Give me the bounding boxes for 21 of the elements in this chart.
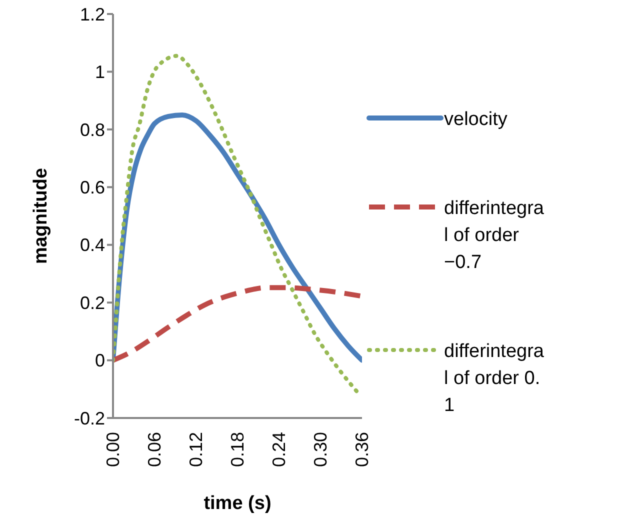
x-tick-label: 0.24 [269,432,289,468]
line-series [113,54,361,396]
y-tick-label: 0.2 [80,292,105,313]
x-tick-label: 0.30 [310,432,330,468]
legend-label: differintegral of order −0.7 [444,197,545,275]
x-tick-label: 0.00 [103,432,123,468]
y-tick-label: 0.4 [80,235,105,256]
y-tick-label: 0.8 [80,120,105,140]
y-axis-title: magnitude [30,168,52,264]
legend-label: differintegral of order 0.1 [444,340,545,418]
x-tick-label: 0.36 [352,432,372,468]
y-tick-label: -0.2 [74,408,105,428]
y-tick-label: 0.6 [80,178,105,198]
x-axis-title: time (s) [204,493,272,514]
x-tick-label: 0.18 [228,432,248,468]
y-tick-label: 1 [94,62,105,82]
legend-label: velocity [444,108,508,132]
y-tick-label: 0 [94,350,105,371]
x-tick-label: 0.06 [144,432,164,468]
x-tick-label: 0.12 [186,432,206,468]
y-tick-label: 1.2 [80,4,105,24]
